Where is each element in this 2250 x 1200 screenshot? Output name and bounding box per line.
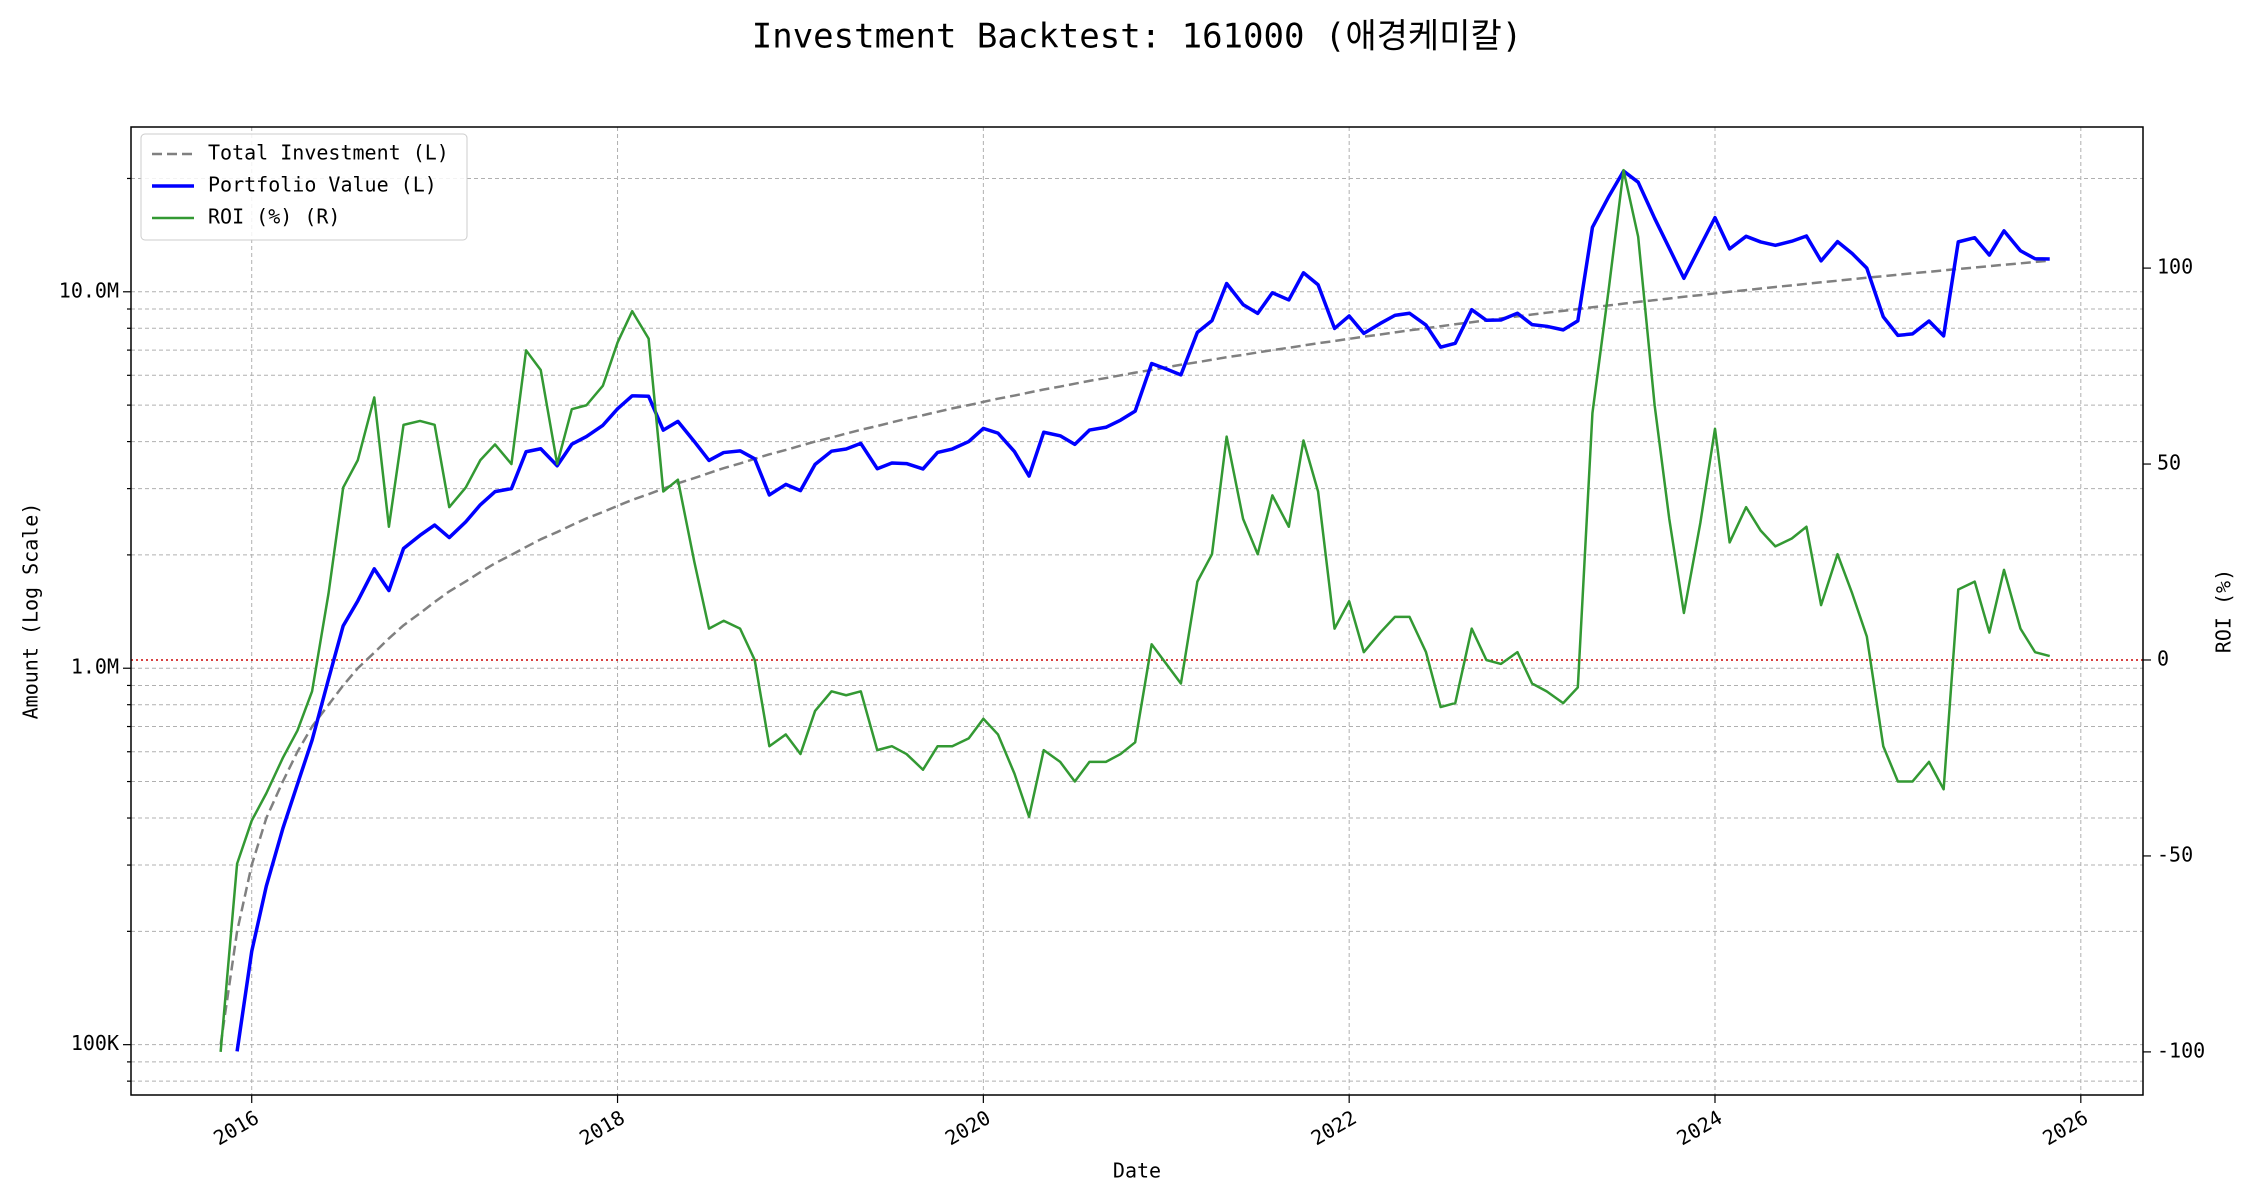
x-axis-label: Date xyxy=(1113,1159,1161,1183)
series-line xyxy=(219,259,2050,1045)
y-tick-label: 10.0M xyxy=(59,278,119,302)
y-tick-label: 1.0M xyxy=(71,655,119,679)
y2-tick-label: 50 xyxy=(2157,451,2181,475)
y-tick-label: 100K xyxy=(71,1031,119,1055)
plot-lines xyxy=(131,168,2143,1052)
y-axis-label: Amount (Log Scale) xyxy=(19,503,43,720)
chart-title: Investment Backtest: 161000 (애경케미칼) xyxy=(752,17,1523,57)
grid xyxy=(131,127,2143,1095)
legend-label: Portfolio Value (L) xyxy=(208,173,437,197)
y2-axis-label: ROI (%) xyxy=(2212,569,2236,653)
y2-tick-label: 0 xyxy=(2157,646,2169,670)
legend-label: Total Investment (L) xyxy=(208,141,449,165)
y2-tick-label: -100 xyxy=(2157,1038,2205,1062)
plot-frame xyxy=(130,126,2144,1096)
legend-label: ROI (%) (R) xyxy=(208,205,340,229)
legend-box xyxy=(140,133,468,241)
series-line xyxy=(235,169,2050,1052)
series-line xyxy=(219,168,2051,1052)
y2-tick-label: -50 xyxy=(2157,842,2193,866)
y2-tick-label: 100 xyxy=(2157,255,2193,279)
legend: Total Investment (L) Portfolio Value (L) R… xyxy=(140,133,468,241)
